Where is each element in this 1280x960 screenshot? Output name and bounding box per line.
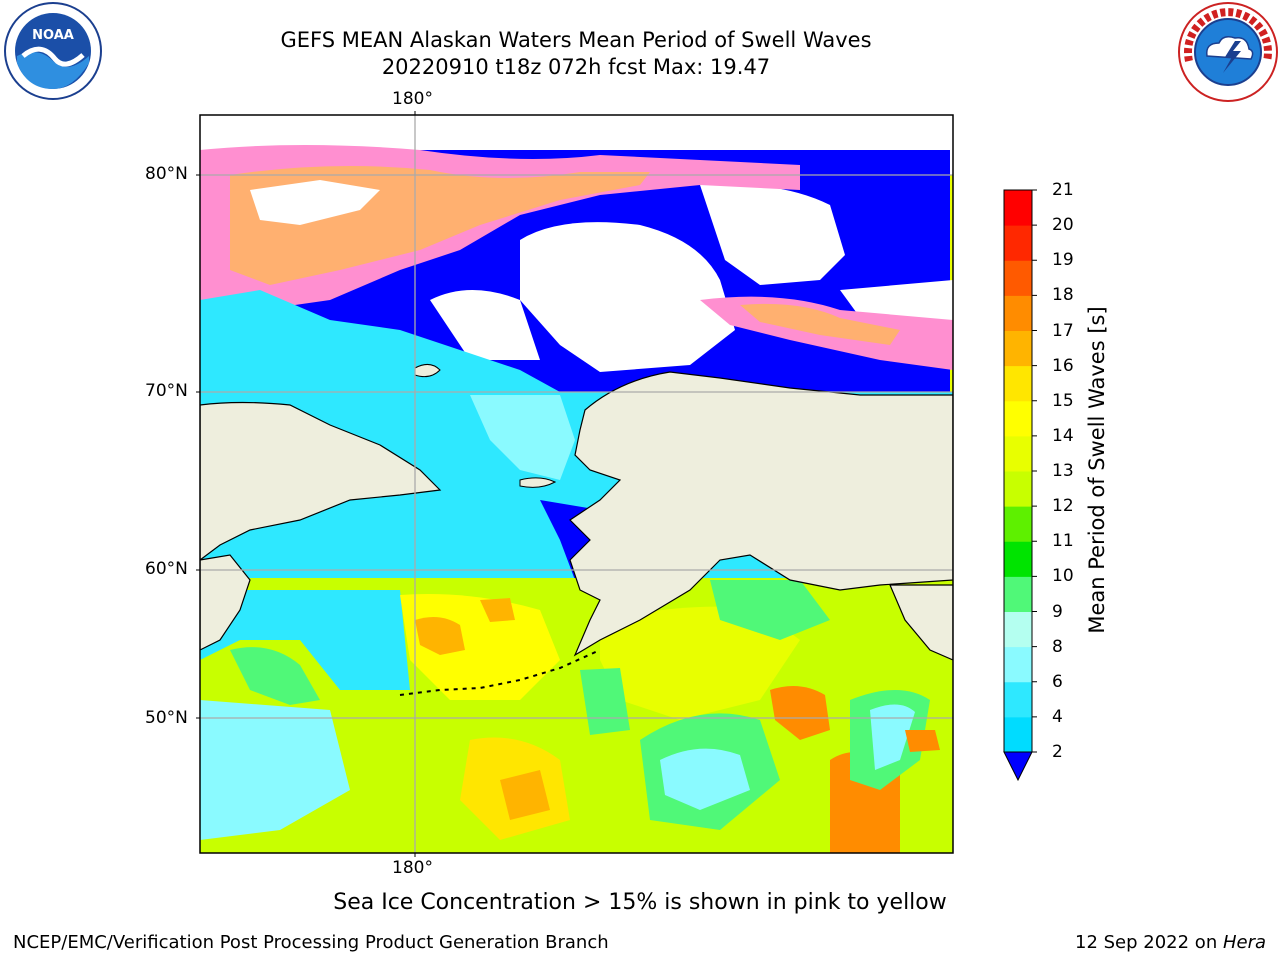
colorbar-tick-label: 21 (1052, 180, 1074, 200)
colorbar-tick-label: 16 (1052, 355, 1074, 376)
colorbar-tick-label: 18 (1052, 285, 1074, 306)
lat-label-50: 50°N (145, 708, 188, 728)
date-host-text: 12 Sep 2022 on Hera (1075, 932, 1266, 953)
lon-label-bottom: 180° (392, 858, 433, 878)
colorbar-extend-arrow (1003, 751, 1033, 782)
colorbar-segment (1004, 681, 1032, 718)
colorbar-tick-label: 20 (1052, 215, 1074, 236)
plot-subtitle: 20220910 t18z 072h fcst Max: 19.47 (381, 55, 771, 79)
colorbar-tick-label: 14 (1052, 425, 1074, 446)
colorbar-tick-label: 19 (1052, 250, 1074, 271)
colorbar-label: Mean Period of Swell Waves [s] (1085, 306, 1109, 634)
colorbar-segment (1004, 330, 1032, 367)
colorbar-tick-label: 15 (1052, 390, 1074, 411)
colorbar-segment (1004, 646, 1032, 683)
colorbar-tick-label: 9 (1052, 601, 1063, 622)
svg-text:NOAA: NOAA (32, 28, 74, 43)
lat-label-80: 80°N (145, 164, 188, 184)
colorbar-tick-label: 13 (1052, 461, 1074, 481)
host-text: Hera (1222, 932, 1266, 953)
date-text: 12 Sep 2022 on (1075, 932, 1223, 953)
colorbar-segment (1004, 190, 1032, 226)
colorbar-segment (1004, 506, 1032, 542)
colorbar-tick-label: 6 (1052, 671, 1063, 692)
colorbar-segment (1004, 576, 1032, 612)
nws-logo (1178, 2, 1278, 102)
colorbar-tick-label: 10 (1052, 566, 1074, 587)
lat-label-60: 60°N (145, 559, 188, 579)
colorbar-segment (1004, 295, 1032, 331)
lat-label-70: 70°N (145, 381, 188, 401)
colorbar-tick-label: 4 (1052, 706, 1063, 727)
noaa-logo: NOAA (4, 2, 102, 100)
colorbar-tick-label: 8 (1052, 636, 1063, 657)
sea-ice-note: Sea Ice Concentration > 15% is shown in … (333, 890, 947, 915)
colorbar-tick-label: 11 (1052, 531, 1074, 552)
colorbar-segment (1004, 365, 1032, 402)
credit-text: NCEP/EMC/Verification Post Processing Pr… (13, 932, 609, 953)
plot-title: GEFS MEAN Alaskan Waters Mean Period of … (280, 28, 872, 52)
colorbar-segment (1004, 260, 1032, 296)
colorbar-tick-label: 17 (1052, 320, 1074, 341)
lon-label-top: 180° (392, 89, 433, 109)
colorbar-segment (1004, 471, 1032, 507)
colorbar-tick-label: 2 (1052, 742, 1063, 762)
colorbar-segment (1004, 435, 1032, 472)
colorbar-tick-label: 12 (1052, 496, 1074, 517)
colorbar-segment (1004, 541, 1032, 577)
colorbar-segment (1004, 225, 1032, 261)
colorbar-segment (1004, 716, 1032, 753)
colorbar-segment (1004, 611, 1032, 648)
colorbar-segment (1004, 400, 1032, 437)
